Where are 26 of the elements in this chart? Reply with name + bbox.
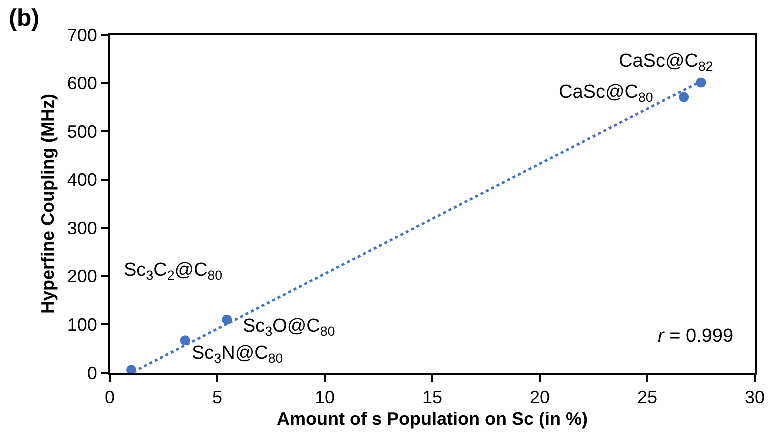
y-tick-label: 400	[67, 170, 98, 190]
point	[180, 336, 190, 346]
annotation: Sc$_{3}$C$_{2}$@C$_{80}$	[124, 260, 223, 283]
y-tick-label: 100	[67, 315, 98, 336]
x-axis-title: Amount of s Population on Sc (in %)	[277, 409, 588, 430]
y-tick-label: 200	[67, 266, 98, 287]
x-tick-label: 10	[314, 388, 336, 408]
annotation: CaSc@C$_{82}$	[619, 51, 714, 74]
y-tick-label: 700	[67, 25, 98, 46]
annotation: CaSc@C$_{80}$	[559, 82, 654, 105]
y-tick-label: 500	[67, 122, 98, 142]
annotation: r = 0.999	[658, 326, 734, 347]
x-tick-label: 15	[422, 388, 443, 408]
y-tick-label: 600	[67, 74, 98, 94]
y-tick-label: 300	[67, 218, 98, 238]
point	[679, 92, 690, 102]
y-axis-title: Hyperfine Coupling (MHz)	[38, 94, 58, 314]
x-tick-label: 5	[212, 388, 223, 408]
x-tick-label: 30	[744, 388, 766, 408]
annotation: Sc$_{3}$N@C$_{80}$	[192, 343, 284, 366]
annotation: Sc$_{3}$O@C$_{80}$	[243, 316, 336, 339]
x-tick-label: 25	[637, 388, 658, 408]
text: (b)	[9, 5, 40, 32]
x-tick-label: 0	[104, 388, 116, 408]
y-tick-label: 0	[87, 363, 98, 384]
x-tick-label: 20	[530, 388, 550, 408]
